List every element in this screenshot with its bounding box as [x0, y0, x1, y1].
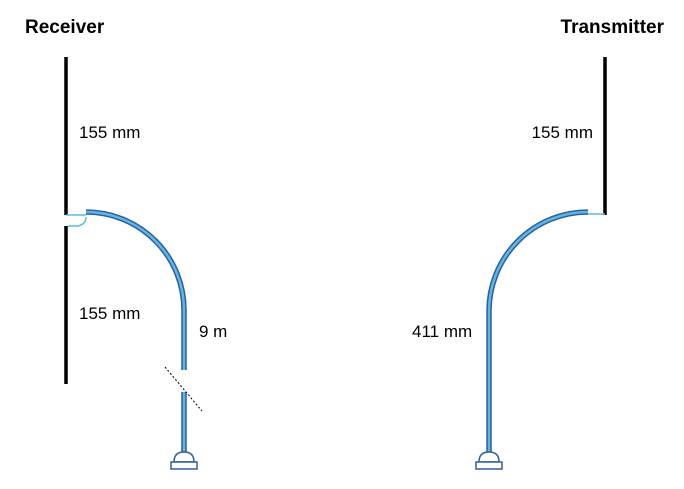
- transmitter-element-length-label: 155 mm: [532, 123, 593, 142]
- cable-break-mark: [164, 366, 203, 412]
- transmitter-connector-icon: [475, 451, 503, 470]
- receiver-cable-length-label: 9 m: [199, 322, 227, 341]
- receiver-lower-length-label: 155 mm: [79, 304, 140, 323]
- receiver-upper-length-label: 155 mm: [79, 123, 140, 142]
- receiver-coax-cable: [85, 209, 187, 455]
- transmitter-coax-cable: [486, 209, 589, 455]
- receiver-connector-icon: [170, 451, 198, 470]
- receiver-title: Receiver: [25, 17, 105, 38]
- receiver-feed: [66, 214, 87, 227]
- transmitter-title: Transmitter: [561, 17, 665, 38]
- transmitter-cable-length-label: 411 mm: [412, 322, 472, 341]
